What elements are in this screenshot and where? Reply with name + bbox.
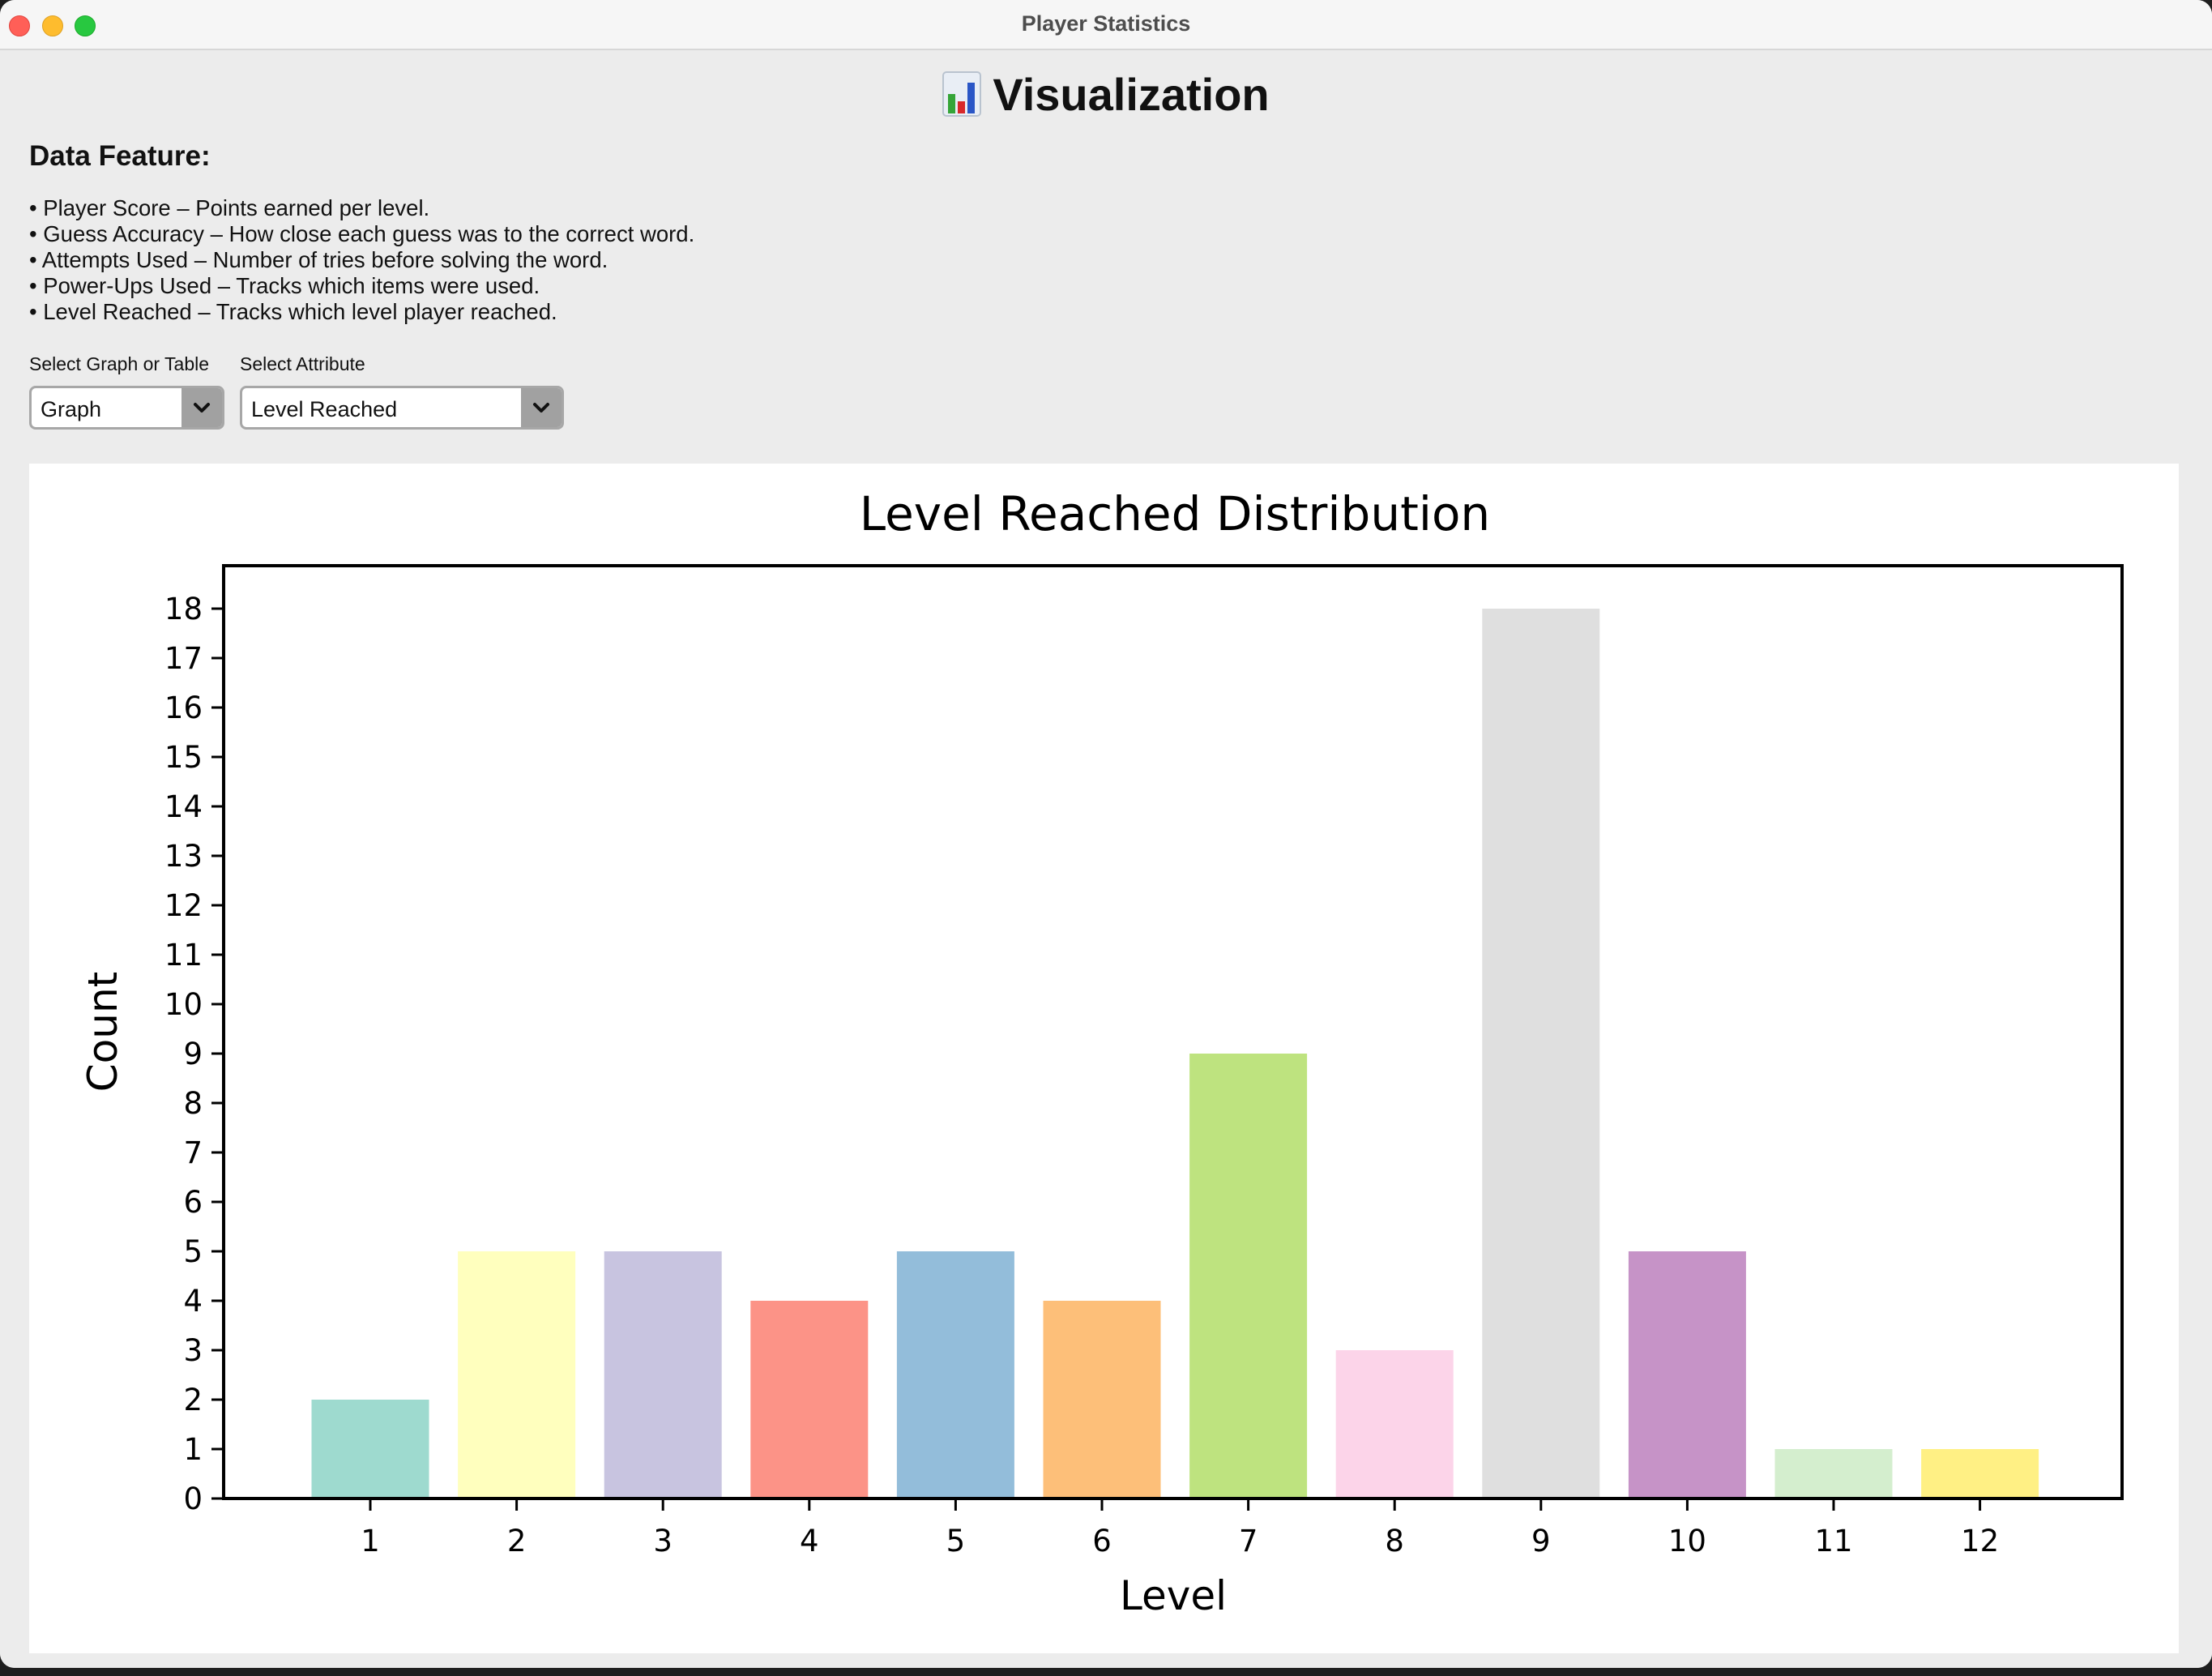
chart-panel: Level Reached Distribution 0 1 2 3 4 5 6 7 8 9 10 1… [29, 464, 2179, 1653]
y-tick-label: 11 [164, 938, 203, 973]
bar-level-1 [311, 1400, 429, 1499]
y-tick-label: 16 [164, 690, 203, 725]
graph-table-select-value: Graph [41, 397, 102, 421]
minimize-window-button[interactable] [42, 15, 63, 36]
bar-level-8 [1335, 1350, 1454, 1499]
y-tick-label: 4 [183, 1284, 203, 1319]
y-tick-label: 14 [164, 789, 203, 824]
plot-frame [222, 564, 2124, 1500]
bar-level-3 [604, 1251, 722, 1499]
title-bar: Player Statistics [0, 0, 2212, 50]
bar-level-5 [896, 1251, 1014, 1499]
feature-item: • Level Reached – Tracks which level pla… [29, 299, 557, 324]
window-bottom-edge [0, 1653, 2212, 1668]
x-tick-label: 6 [1092, 1524, 1112, 1558]
bar-level-7 [1189, 1054, 1308, 1499]
bar-level-2 [458, 1251, 576, 1499]
bar-level-9 [1482, 609, 1600, 1499]
y-tick-label: 13 [164, 839, 203, 874]
attribute-select-value: Level Reached [251, 397, 398, 421]
graph-table-select-label: Select Graph or Table [29, 353, 210, 374]
feature-item: • Power-Ups Used – Tracks which items we… [29, 273, 540, 298]
x-axis-label: Level [1120, 1572, 1227, 1619]
y-tick-label: 5 [183, 1234, 203, 1269]
page-heading: Visualization [0, 65, 2212, 123]
attribute-select-label: Select Attribute [240, 353, 365, 374]
y-tick-label: 17 [164, 641, 203, 676]
chevron-down-icon[interactable] [521, 388, 562, 427]
feature-item: • Guess Accuracy – How close each guess … [29, 221, 695, 246]
chart-title: Level Reached Distribution [860, 486, 1490, 541]
y-tick-label: 0 [183, 1481, 203, 1516]
bar-level-10 [1628, 1251, 1746, 1499]
x-tick-label: 1 [361, 1524, 380, 1558]
y-tick-label: 15 [164, 740, 203, 775]
x-tick-label: 2 [507, 1524, 527, 1558]
y-tick-label: 18 [164, 592, 203, 626]
y-tick-label: 3 [183, 1333, 203, 1368]
chevron-down-icon[interactable] [181, 388, 222, 427]
features-list: • Player Score – Points earned per level… [29, 195, 694, 325]
page-title: Visualization [993, 68, 1270, 120]
y-tick-label: 8 [183, 1086, 203, 1121]
y-tick-label: 6 [183, 1185, 203, 1220]
bar-level-6 [1043, 1301, 1161, 1499]
y-tick-label: 1 [183, 1432, 203, 1467]
x-tick-label: 11 [1814, 1524, 1852, 1558]
bar-chart-icon [942, 71, 982, 117]
bar-level-12 [1921, 1449, 2039, 1499]
x-tick-label: 4 [800, 1524, 819, 1558]
x-tick-label: 12 [1961, 1524, 1999, 1558]
x-tick-label: 10 [1668, 1524, 1706, 1558]
close-window-button[interactable] [9, 15, 30, 36]
y-tick-label: 9 [183, 1037, 203, 1071]
graph-table-select[interactable]: Graph [29, 386, 224, 430]
x-tick-label: 5 [946, 1524, 966, 1558]
y-tick-label: 12 [164, 888, 203, 923]
window-title: Player Statistics [1021, 11, 1191, 36]
feature-item: • Attempts Used – Number of tries before… [29, 247, 609, 272]
x-tick-label: 9 [1531, 1524, 1551, 1558]
maximize-window-button[interactable] [75, 15, 96, 36]
x-tick-label: 3 [653, 1524, 673, 1558]
y-tick-label: 7 [183, 1135, 203, 1170]
x-tick-label: 8 [1385, 1524, 1404, 1558]
y-axis-label: Count [79, 972, 126, 1092]
feature-item: • Player Score – Points earned per level… [29, 195, 430, 220]
bar-level-11 [1774, 1449, 1893, 1499]
y-tick-label: 10 [164, 987, 203, 1022]
bar-chart: Level Reached Distribution 0123456789101… [79, 486, 2124, 1619]
features-title: Data Feature: [29, 140, 211, 172]
y-tick-label: 2 [183, 1383, 203, 1417]
bar-level-4 [750, 1301, 869, 1499]
attribute-select[interactable]: Level Reached [240, 386, 564, 430]
x-tick-label: 7 [1239, 1524, 1258, 1558]
